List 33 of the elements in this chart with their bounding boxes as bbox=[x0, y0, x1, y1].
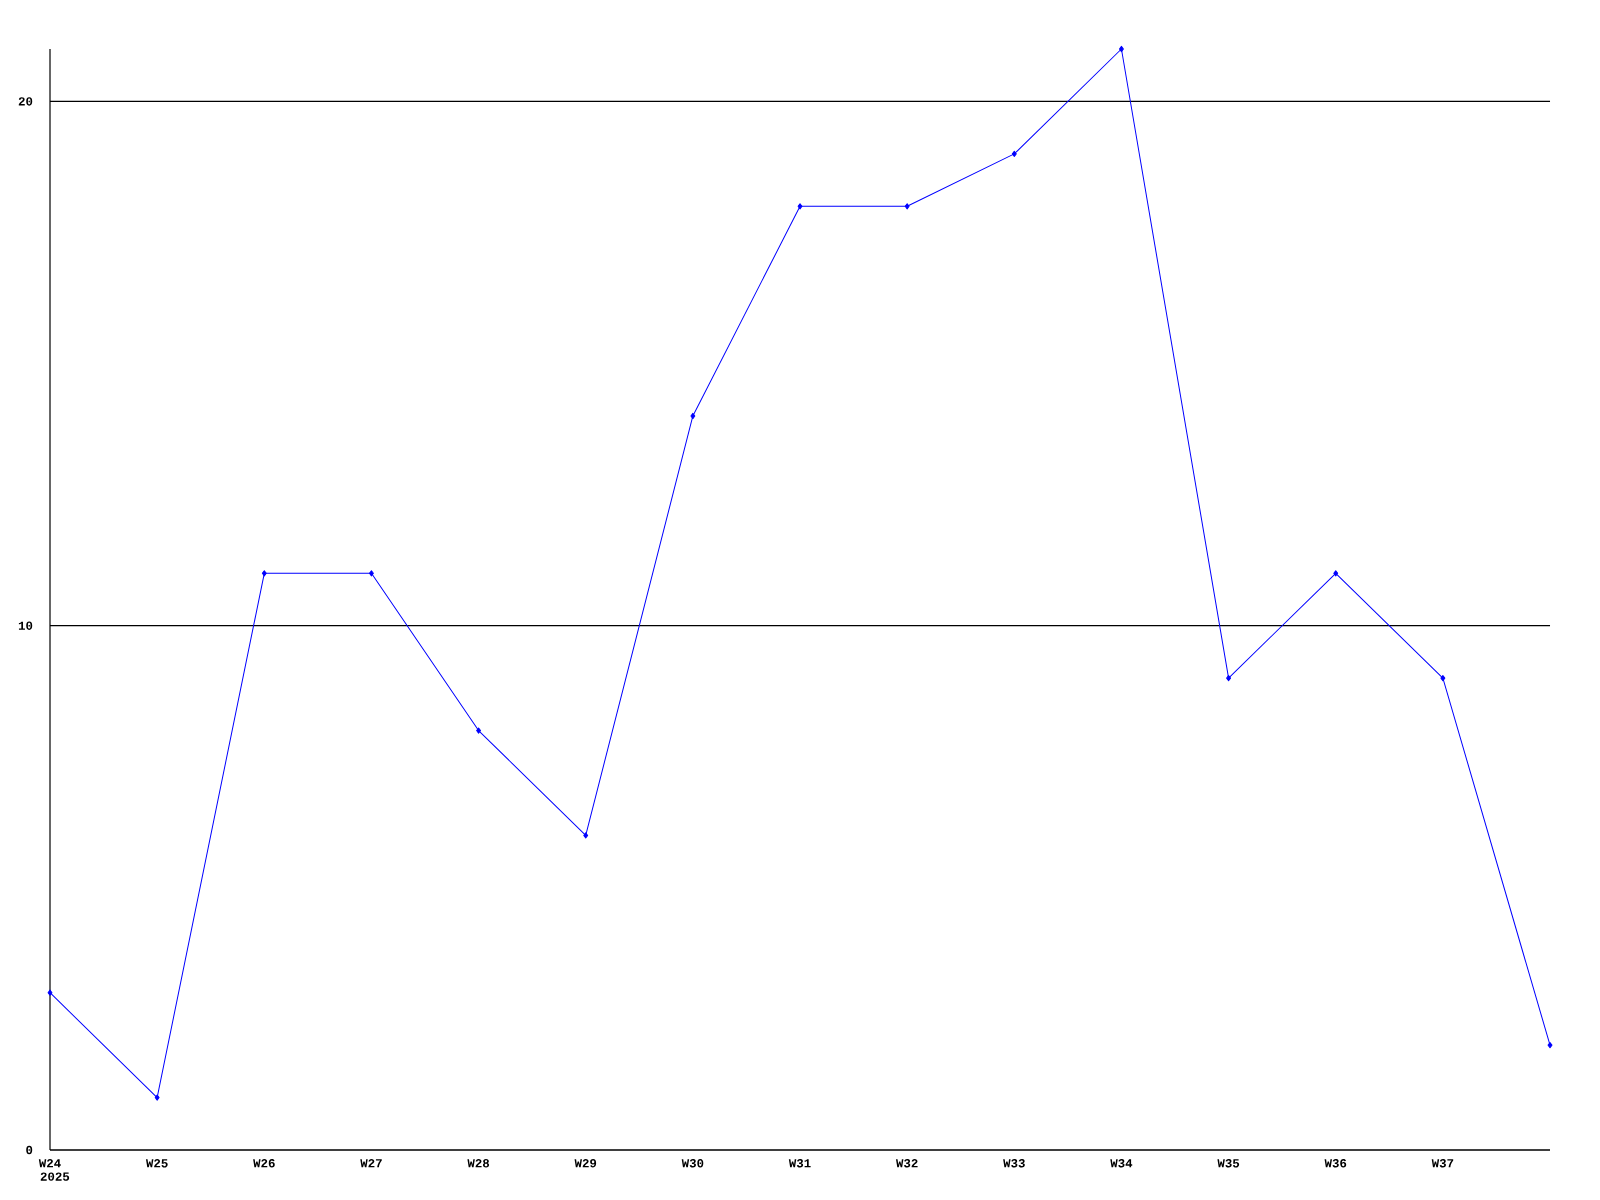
y-tick-label: 0 bbox=[26, 1145, 33, 1155]
point bbox=[690, 412, 696, 420]
x-tick-label: W34 bbox=[1110, 1159, 1133, 1168]
point bbox=[797, 203, 803, 210]
point bbox=[904, 203, 910, 210]
point bbox=[1440, 675, 1446, 682]
x-tick-label: W24 bbox=[38, 1159, 61, 1168]
x-tick-label: W37 bbox=[1431, 1159, 1454, 1168]
point bbox=[1547, 1042, 1553, 1049]
x-tick-label: W27 bbox=[360, 1159, 382, 1168]
x-tick-label: W32 bbox=[895, 1159, 918, 1168]
point bbox=[1333, 570, 1339, 577]
y-tick-label: 10 bbox=[18, 621, 33, 630]
x-tick-label: W25 bbox=[145, 1159, 168, 1168]
x-tick-label: W35 bbox=[1217, 1159, 1240, 1168]
point bbox=[1118, 45, 1124, 53]
point bbox=[1226, 675, 1232, 682]
point bbox=[1011, 150, 1017, 157]
x-tick-label: W31 bbox=[788, 1159, 811, 1168]
point bbox=[47, 989, 53, 996]
x-tick-label: W28 bbox=[467, 1159, 490, 1168]
x-tick-label: W26 bbox=[253, 1159, 275, 1168]
point bbox=[583, 832, 589, 839]
point bbox=[476, 727, 482, 734]
x-tick-label: W33 bbox=[1003, 1159, 1025, 1168]
point bbox=[261, 570, 267, 577]
x-tick-label: W36 bbox=[1324, 1159, 1347, 1168]
point bbox=[368, 570, 374, 577]
x-tick-label: W30 bbox=[681, 1159, 704, 1168]
x-tick-label: W29 bbox=[574, 1159, 597, 1168]
y-tick-label: 20 bbox=[18, 97, 33, 106]
point bbox=[154, 1094, 160, 1101]
text: 2025 bbox=[40, 1172, 70, 1181]
